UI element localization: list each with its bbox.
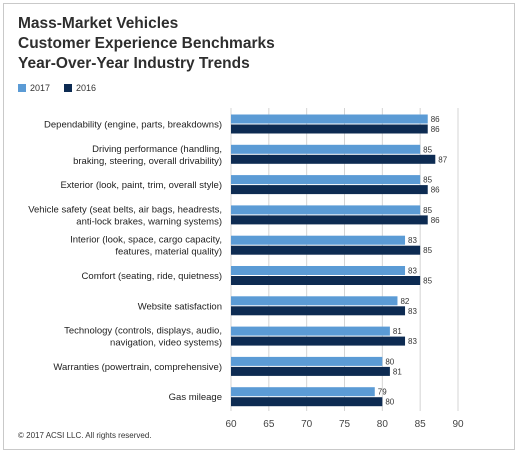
value-label-2017-0: 86 — [431, 115, 440, 124]
category-label-0: Dependability (engine, parts, breakdowns… — [44, 120, 222, 131]
x-tick-label-75: 75 — [339, 419, 351, 430]
x-tick-label-60: 60 — [225, 419, 237, 430]
category-label-6: Website satisfaction — [138, 301, 222, 312]
value-label-2017-5: 83 — [408, 267, 417, 276]
legend-item-2017: 2017 — [18, 83, 50, 93]
bar-2017-3 — [231, 205, 421, 215]
bar-2016-6 — [231, 306, 406, 316]
value-label-2017-6: 82 — [400, 297, 409, 306]
value-label-2017-1: 85 — [423, 145, 432, 154]
title-line-2: Customer Experience Benchmarks — [18, 35, 275, 52]
category-label-7-line-1: navigation, video systems) — [110, 338, 222, 349]
value-label-2016-7: 83 — [408, 337, 417, 346]
bar-2016-1 — [231, 154, 436, 164]
category-label-2: Exterior (look, paint, trim, overall sty… — [60, 180, 222, 191]
legend: 2017 2016 — [18, 83, 110, 93]
value-label-2016-9: 80 — [385, 398, 394, 407]
bar-2017-5 — [231, 266, 406, 275]
copyright-footer: © 2017 ACSI LLC. All rights reserved. — [18, 431, 152, 440]
title-line-3: Year-Over-Year Industry Trends — [18, 55, 250, 72]
legend-label-2016: 2016 — [76, 83, 97, 93]
category-label-7-line-0: Technology (controls, displays, audio, — [64, 326, 222, 337]
bar-2016-8 — [231, 366, 390, 376]
value-label-2016-2: 86 — [431, 186, 440, 195]
bar-2016-0 — [231, 124, 428, 134]
title-line-1: Mass-Market Vehicles — [18, 15, 179, 32]
category-label-9: Gas mileage — [169, 392, 222, 403]
category-label-5: Comfort (seating, ride, quietness) — [82, 271, 222, 282]
bar-2017-4 — [231, 235, 406, 245]
category-label-3-line-1: anti-lock brakes, warning systems) — [76, 216, 222, 227]
category-label-8: Warranties (powertrain, comprehensive) — [53, 362, 222, 373]
value-label-2017-3: 85 — [423, 206, 432, 215]
category-label-1-line-1: braking, steering, overall drivability) — [73, 156, 222, 167]
value-label-2016-0: 86 — [431, 125, 440, 134]
bar-2017-6 — [231, 296, 398, 306]
value-label-2016-6: 83 — [408, 307, 417, 316]
legend-label-2017: 2017 — [30, 83, 51, 93]
value-label-2016-3: 86 — [431, 216, 440, 225]
legend-item-2016: 2016 — [64, 83, 96, 93]
bar-2017-8 — [231, 356, 383, 366]
bar-2016-7 — [231, 336, 406, 346]
bar-2016-5 — [231, 276, 421, 285]
bar-2016-2 — [231, 185, 428, 195]
x-tick-label-70: 70 — [301, 419, 313, 430]
chart-title: Mass-Market Vehicles Customer Experience… — [18, 14, 275, 74]
value-label-2017-7: 81 — [393, 327, 402, 336]
value-label-2017-8: 80 — [385, 357, 394, 366]
value-label-2016-5: 85 — [423, 277, 432, 286]
value-label-2017-2: 85 — [423, 176, 432, 185]
x-tick-label-80: 80 — [377, 419, 389, 430]
bar-2017-1 — [231, 144, 421, 154]
category-label-1-line-0: Driving performance (handling, — [92, 144, 222, 155]
category-label-3-line-0: Vehicle safety (seat belts, air bags, he… — [28, 204, 222, 215]
bar-2017-0 — [231, 114, 428, 124]
bar-2016-4 — [231, 245, 421, 255]
legend-swatch-2016 — [64, 84, 73, 92]
bar-2016-3 — [231, 215, 428, 225]
bar-2017-9 — [231, 387, 375, 397]
value-label-2016-1: 87 — [438, 155, 447, 164]
value-label-2016-8: 81 — [393, 367, 402, 376]
value-label-2017-9: 79 — [378, 388, 387, 397]
x-tick-label-65: 65 — [263, 419, 275, 430]
category-label-4-line-0: Interior (look, space, cargo capacity, — [70, 235, 222, 246]
x-tick-label-85: 85 — [415, 419, 427, 430]
bar-2017-7 — [231, 326, 390, 336]
bar-2017-2 — [231, 175, 421, 185]
category-label-4-line-1: features, material quality) — [115, 247, 222, 258]
value-label-2016-4: 85 — [423, 246, 432, 255]
legend-swatch-2017 — [18, 84, 26, 92]
bar-2016-9 — [231, 397, 383, 407]
x-tick-label-90: 90 — [452, 419, 464, 430]
value-label-2017-4: 83 — [408, 236, 417, 245]
